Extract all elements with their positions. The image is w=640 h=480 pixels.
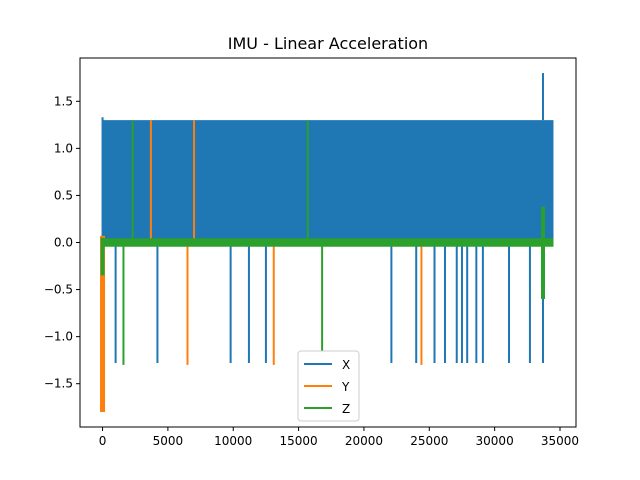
x-tick-label: 25000	[410, 434, 448, 448]
series-x-band	[102, 120, 554, 243]
x-tick-label: 15000	[279, 434, 317, 448]
y-tick-label: 1.5	[54, 94, 73, 108]
x-tick-label: 10000	[214, 434, 252, 448]
y-tick-label: −1.0	[44, 330, 73, 344]
x-tick-label: 30000	[476, 434, 514, 448]
x-tick-label: 5000	[153, 434, 184, 448]
legend-label: Z	[342, 402, 350, 416]
x-tick-label: 20000	[345, 434, 383, 448]
y-tick-label: 0.0	[54, 236, 73, 250]
y-axis: −1.5 −1.0 −0.5 0.0 0.5 1.0 1.5	[44, 94, 80, 391]
x-tick-label: 0	[99, 434, 107, 448]
chart-title: IMU - Linear Acceleration	[228, 34, 428, 53]
x-tick-label: 35000	[541, 434, 579, 448]
y-tick-label: 1.0	[54, 141, 73, 155]
legend: XYZ	[297, 350, 360, 422]
y-tick-label: −1.5	[44, 377, 73, 391]
y-tick-label: 0.5	[54, 188, 73, 202]
legend-label: Y	[341, 380, 350, 394]
y-tick-label: −0.5	[44, 283, 73, 297]
plot-area	[100, 73, 554, 412]
axes-frame	[79, 57, 577, 428]
x-axis: 0 5000 10000 15000 20000 25000 30000 35000	[99, 427, 579, 448]
legend-label: X	[342, 358, 350, 372]
series-z-baseline	[102, 238, 554, 247]
